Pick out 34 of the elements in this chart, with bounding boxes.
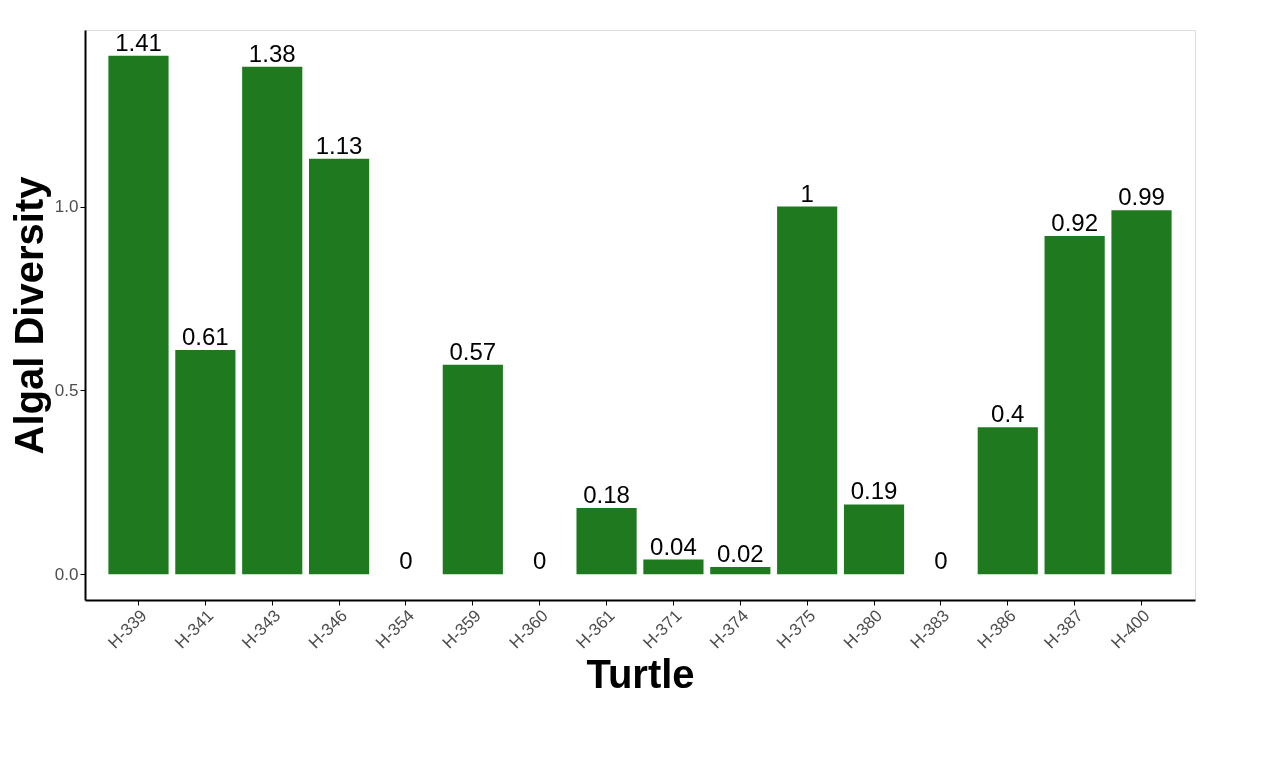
data-label: 0.57: [449, 337, 497, 365]
data-label: 1.38: [248, 39, 296, 67]
y-tick-label: 0.5: [54, 380, 79, 400]
data-label: 0.02: [716, 539, 764, 567]
bar: [1111, 210, 1172, 575]
data-label: 0.61: [182, 322, 229, 350]
data-label: 0.18: [583, 481, 630, 509]
data-label: 0.92: [1051, 208, 1098, 236]
bar: [309, 158, 370, 575]
data-label: 0: [934, 547, 948, 575]
bar: [1044, 235, 1105, 575]
bar: [843, 504, 905, 575]
data-label: 0: [399, 547, 413, 575]
y-tick-label: 0.0: [54, 564, 79, 584]
y-tick-label: 1.0: [54, 197, 79, 217]
bar: [442, 364, 503, 575]
bar: [108, 55, 169, 575]
data-label: 1.41: [115, 28, 162, 56]
bar: [977, 427, 1038, 575]
data-label: 0.19: [850, 477, 898, 505]
bar: [710, 566, 771, 575]
bar: [643, 559, 704, 575]
y-axis-title: Algal Diversity: [6, 175, 51, 455]
bar: [777, 206, 838, 575]
data-label: 0.4: [991, 400, 1025, 428]
data-label: 1: [800, 179, 814, 207]
data-label: 0.04: [650, 532, 697, 560]
bar: [242, 66, 303, 575]
data-label: 0.99: [1118, 183, 1165, 211]
bar: [175, 349, 236, 575]
data-label: 1.13: [315, 131, 363, 159]
data-label: 0: [533, 547, 547, 575]
bar: [576, 508, 637, 575]
x-axis-title: Turtle: [586, 651, 695, 696]
